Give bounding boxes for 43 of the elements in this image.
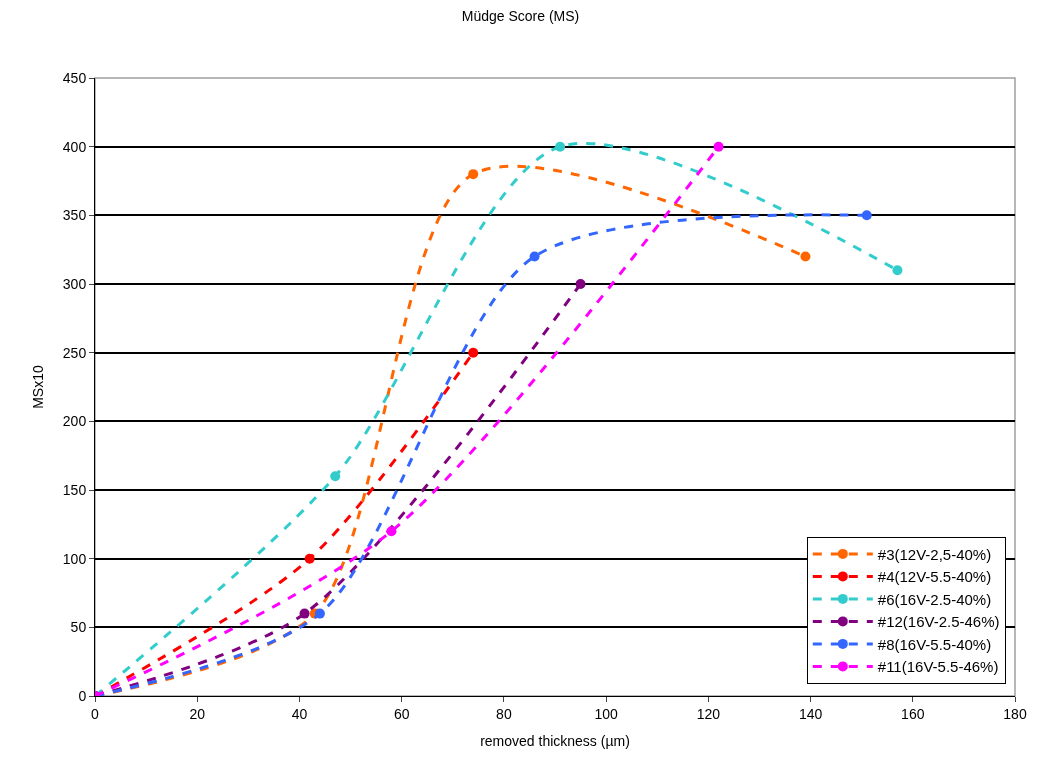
point bbox=[861, 210, 872, 221]
x-tick-label: 180 bbox=[1003, 705, 1027, 722]
y-tick-label: 450 bbox=[62, 69, 87, 86]
x-tick-label: 20 bbox=[189, 705, 206, 722]
y-tick-label: 400 bbox=[62, 138, 87, 155]
point bbox=[468, 347, 479, 358]
x-tick-label: 0 bbox=[91, 705, 100, 722]
point bbox=[529, 251, 540, 262]
x-tick-label: 140 bbox=[798, 705, 823, 722]
legend-label: #6(16V-2.5-40%) bbox=[877, 590, 992, 608]
x-tick-label: 100 bbox=[594, 705, 618, 722]
y-tick-label: 250 bbox=[62, 344, 87, 361]
point bbox=[713, 141, 724, 152]
x-axis-title: removed thickness (µm) bbox=[480, 733, 630, 750]
legend-label: #12(16V-2.5-46%) bbox=[877, 613, 1000, 631]
point bbox=[468, 169, 479, 180]
x-tick-label: 60 bbox=[393, 705, 410, 722]
point bbox=[299, 608, 310, 619]
x-tick-label: 80 bbox=[496, 705, 512, 722]
point bbox=[800, 251, 811, 262]
y-tick-label: 300 bbox=[62, 275, 87, 292]
x-tick-label: 120 bbox=[696, 705, 721, 722]
y-tick-label: 0 bbox=[78, 687, 87, 704]
x-tick-label: 40 bbox=[291, 705, 308, 722]
y-axis-title: MSx10 bbox=[30, 365, 47, 409]
point bbox=[892, 265, 903, 276]
legend-label: #8(16V-5.5-40%) bbox=[877, 635, 992, 653]
y-tick-label: 200 bbox=[62, 413, 87, 430]
x-tick-label: 160 bbox=[901, 705, 925, 722]
y-tick-label: 100 bbox=[62, 550, 87, 567]
point bbox=[575, 279, 586, 289]
y-tick-label: 350 bbox=[62, 207, 87, 224]
chart-title: Müdge Score (MS) bbox=[461, 8, 580, 25]
legend-label: #3(12V-2,5-40%) bbox=[877, 545, 992, 563]
point bbox=[304, 553, 315, 564]
y-tick-label: 150 bbox=[62, 481, 87, 498]
legend-label: #11(16V-5.5-46%) bbox=[877, 658, 999, 676]
point bbox=[330, 471, 341, 482]
legend-label: #4(12V-5.5-40%) bbox=[877, 568, 992, 586]
point bbox=[314, 608, 325, 619]
point bbox=[555, 141, 566, 152]
point bbox=[386, 526, 397, 537]
y-tick-label: 50 bbox=[70, 619, 87, 636]
